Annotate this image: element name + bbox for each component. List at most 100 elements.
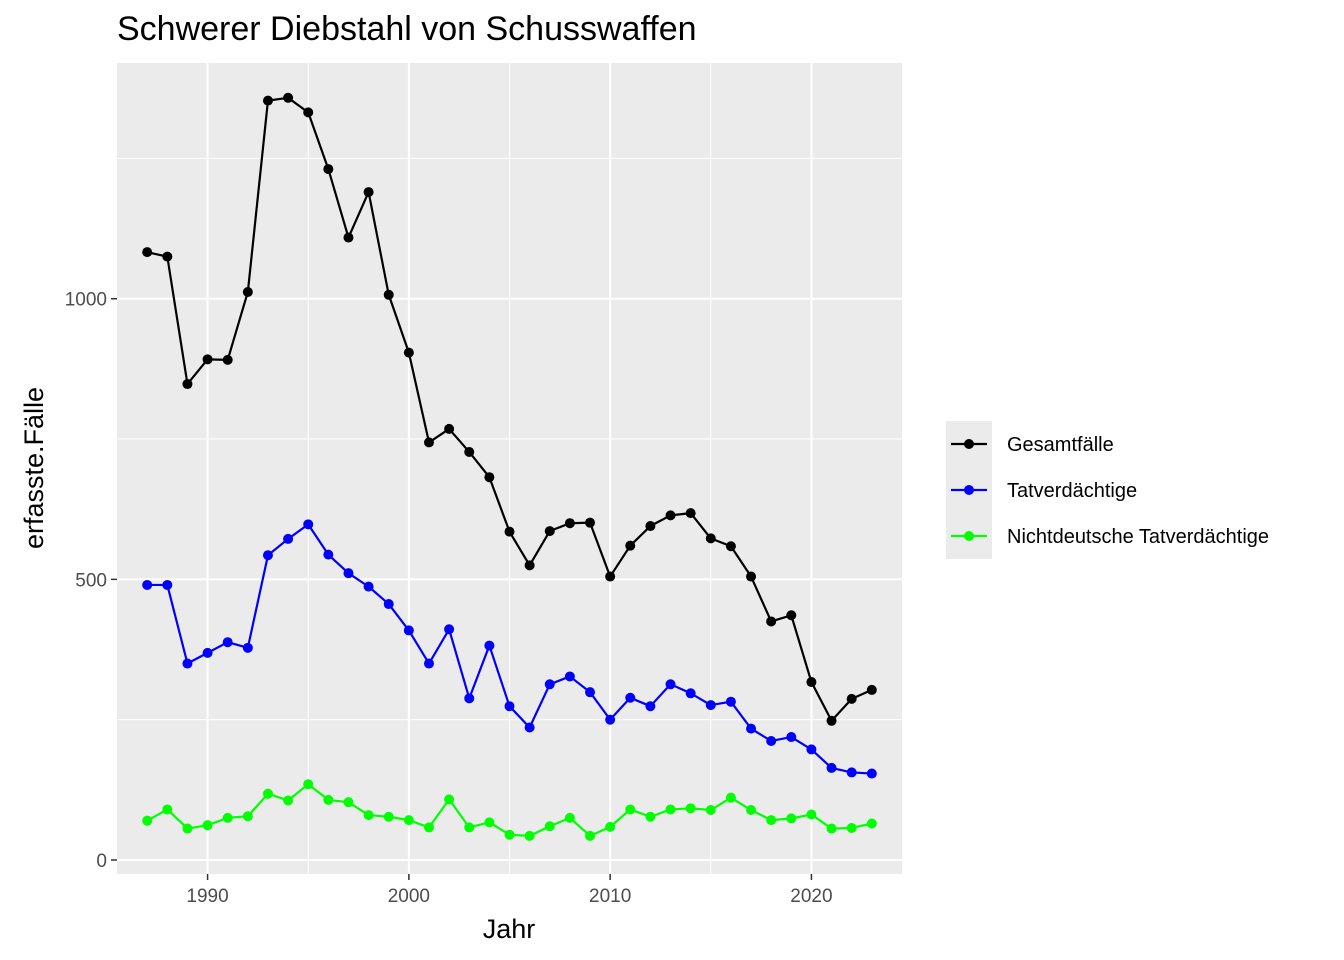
data-point xyxy=(423,822,434,833)
data-point xyxy=(343,797,354,808)
data-point xyxy=(605,714,616,725)
data-point xyxy=(564,518,575,529)
legend-key-point xyxy=(964,485,974,495)
chart-title: Schwerer Diebstahl von Schusswaffen xyxy=(117,10,697,48)
data-point xyxy=(242,286,253,297)
data-point xyxy=(826,823,837,834)
data-point xyxy=(403,815,414,826)
data-point xyxy=(685,803,696,814)
data-point xyxy=(162,804,173,815)
data-point xyxy=(645,811,656,822)
data-point xyxy=(786,813,797,824)
data-point xyxy=(262,550,273,561)
x-axis-title: Jahr xyxy=(483,914,536,944)
data-point xyxy=(665,679,676,690)
legend-item: Tatverdächtige xyxy=(946,467,1137,513)
minor-gridlines xyxy=(117,63,902,874)
data-point xyxy=(363,187,374,198)
data-point xyxy=(705,533,716,544)
data-point xyxy=(826,762,837,773)
data-point xyxy=(846,822,857,833)
data-point xyxy=(444,794,455,805)
data-point xyxy=(766,815,777,826)
data-point xyxy=(605,571,616,582)
data-point xyxy=(544,821,555,832)
data-point xyxy=(746,571,757,582)
series-1 xyxy=(142,92,877,726)
data-point xyxy=(222,812,233,823)
data-point xyxy=(806,809,817,820)
data-point xyxy=(343,568,354,579)
legend-label: Tatverdächtige xyxy=(1007,480,1137,502)
data-point xyxy=(142,815,153,826)
data-point xyxy=(665,804,676,815)
x-tick-label: 2010 xyxy=(589,886,631,907)
data-point xyxy=(262,95,273,106)
data-point xyxy=(423,658,434,669)
data-point xyxy=(605,821,616,832)
data-point xyxy=(866,684,877,695)
data-point xyxy=(162,579,173,590)
data-point xyxy=(343,232,354,243)
data-point xyxy=(242,811,253,822)
data-point xyxy=(383,289,394,300)
data-point xyxy=(262,788,273,799)
series-2 xyxy=(142,519,877,779)
data-point xyxy=(303,107,314,118)
data-point xyxy=(625,540,636,551)
data-point xyxy=(806,677,817,688)
data-point xyxy=(725,541,736,552)
data-point xyxy=(806,744,817,755)
data-point xyxy=(162,251,173,262)
series-3 xyxy=(142,779,877,841)
data-point xyxy=(564,671,575,682)
data-point xyxy=(846,693,857,704)
data-point xyxy=(142,579,153,590)
data-point xyxy=(484,640,495,651)
data-point xyxy=(283,795,294,806)
data-point xyxy=(323,164,334,175)
data-point xyxy=(786,732,797,743)
data-point xyxy=(182,658,193,669)
data-point xyxy=(444,423,455,434)
legend-item: Gesamtfälle xyxy=(946,421,1114,467)
data-point xyxy=(705,700,716,711)
data-point xyxy=(423,437,434,448)
data-point xyxy=(323,549,334,560)
data-point xyxy=(524,830,535,841)
data-point xyxy=(242,642,253,653)
data-point xyxy=(464,446,475,457)
data-point xyxy=(383,599,394,610)
x-tick-label: 2000 xyxy=(388,886,430,907)
data-point xyxy=(182,379,193,390)
data-point xyxy=(363,581,374,592)
data-point xyxy=(283,92,294,103)
data-point xyxy=(786,610,797,621)
data-point xyxy=(544,526,555,537)
data-point xyxy=(222,354,233,365)
data-point xyxy=(202,820,213,831)
data-point xyxy=(665,510,676,521)
data-point xyxy=(685,508,696,519)
axes-layer: 1990 2000 2010 2020 0 500 1000 xyxy=(65,290,833,907)
data-point xyxy=(303,779,314,790)
data-point xyxy=(444,624,455,635)
data-point xyxy=(625,804,636,815)
legend-key-point xyxy=(964,439,974,449)
data-point xyxy=(625,692,636,703)
x-tick-label: 1990 xyxy=(186,886,228,907)
data-point xyxy=(746,723,757,734)
major-gridlines xyxy=(117,63,902,874)
series-layer xyxy=(142,92,877,841)
data-point xyxy=(484,817,495,828)
data-point xyxy=(645,701,656,712)
data-point xyxy=(846,767,857,778)
data-point xyxy=(504,526,515,537)
data-point xyxy=(826,715,837,726)
legend-item: Nichtdeutsche Tatverdächtige xyxy=(946,513,1269,559)
data-point xyxy=(766,616,777,627)
x-tick-label: 2020 xyxy=(790,886,832,907)
data-point xyxy=(303,519,314,530)
data-point xyxy=(866,818,877,829)
